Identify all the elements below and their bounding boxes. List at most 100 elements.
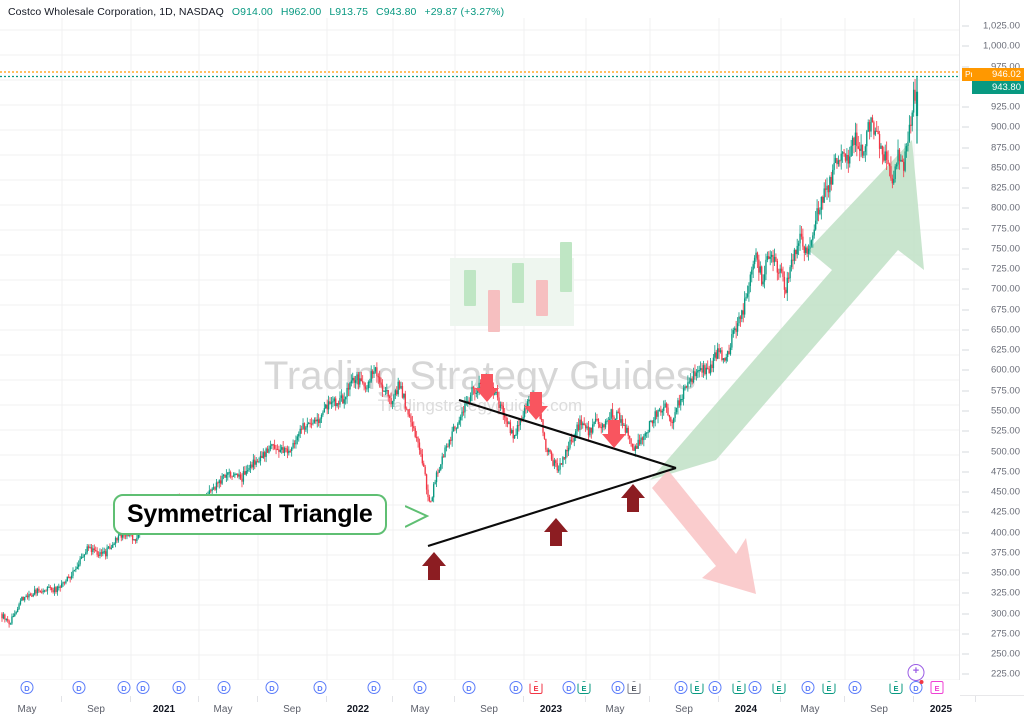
dividend-marker[interactable]: D [172,681,186,694]
time-axis-tick: May [605,704,625,715]
time-axis-separator [975,696,976,702]
dividend-marker[interactable]: D [674,681,688,694]
price-axis-tick: 550.00 [990,405,1020,417]
pattern-annotation-text: Symmetrical Triangle [127,500,373,528]
time-axis-separator [61,696,62,702]
price-axis-tick: 625.00 [990,344,1020,356]
price-axis-tick-dash [962,147,969,149]
dividend-marker[interactable]: D [217,681,231,694]
time-axis-separator [198,696,199,702]
price-axis-tick-dash [962,430,969,432]
symbol-title[interactable]: Costco Wholesale Corporation, 1D, NASDAQ [8,6,224,18]
time-axis-tick: Sep [675,704,693,715]
earnings-marker[interactable]: E [690,681,704,694]
dividend-marker[interactable]: D [909,680,924,694]
price-axis-tick-dash [962,268,969,270]
price-axis-tick: 925.00 [990,101,1020,113]
price-axis-tick-dash [962,288,969,290]
price-axis-tick-dash [962,228,969,230]
earnings-marker[interactable]: E [529,681,543,694]
time-axis-separator [523,696,524,702]
time-axis-separator [130,696,131,702]
price-axis[interactable]: 1,025.00 1,000.00 975.00 925.00 900.00 875.00… [959,0,1024,724]
dividend-marker[interactable]: D [117,681,131,694]
dividend-marker[interactable]: D [748,681,762,694]
time-axis-tick: 2024 [734,704,758,715]
time-axis-tick: May [800,704,820,715]
price-axis-tick-dash [962,126,969,128]
pattern-annotation-label[interactable]: Symmetrical Triangle [113,494,387,535]
dividend-marker[interactable]: D [708,681,722,694]
dividend-marker[interactable]: D [509,681,523,694]
time-axis-separator [454,696,455,702]
price-axis-tick: 1,000.00 [983,40,1020,52]
dividend-marker[interactable]: D [20,681,34,694]
price-axis-tick-dash [962,491,969,493]
price-axis-tick: 350.00 [990,567,1020,579]
dividend-marker[interactable]: D [462,681,476,694]
earnings-marker[interactable]: E [577,681,591,694]
price-axis-tick: 700.00 [990,283,1020,295]
dividend-marker[interactable]: D [72,681,86,694]
price-axis-tick-dash [962,532,969,534]
time-axis-separator [392,696,393,702]
price-axis-tick-dash [962,349,969,351]
price-axis-tick: 425.00 [990,506,1020,518]
add-indicator-button[interactable]: + [907,664,925,681]
ohlc-low: L913.75 [329,6,369,18]
dividend-marker[interactable]: D [801,681,815,694]
price-axis-tick: 1,025.00 [983,20,1020,32]
dividend-marker[interactable]: D [265,681,279,694]
price-axis-tick-dash [962,248,969,250]
price-axis-tick: 750.00 [990,243,1020,255]
dividend-marker[interactable]: D [136,681,150,694]
time-axis-separator [649,696,650,702]
price-axis-tick: 575.00 [990,385,1020,397]
earnings-marker[interactable]: E [627,681,641,694]
time-axis-separator [718,696,719,702]
price-axis-tick-dash [962,613,969,615]
price-axis-tick: 275.00 [990,628,1020,640]
price-axis-tick: 825.00 [990,182,1020,194]
time-axis-tick: May [17,704,37,715]
dividend-marker[interactable]: D [313,681,327,694]
price-axis-tick: 400.00 [990,527,1020,539]
time-axis-tick: 2022 [346,704,370,715]
time-axis[interactable]: May Sep 2021 May Sep 2022 May Sep 2023 May Sep 2024… [0,695,1024,724]
earnings-marker[interactable]: E [772,681,786,694]
chart-plot-area[interactable]: Trading Strategy Guides Tradingstrategyg… [0,18,960,680]
earnings-marker[interactable]: E [822,681,836,694]
price-axis-tick-dash [962,207,969,209]
time-axis-separator [780,696,781,702]
price-axis-tick: 325.00 [990,587,1020,599]
earnings-marker[interactable]: E [930,681,944,694]
price-axis-tick: 600.00 [990,364,1020,376]
price-axis-tick-dash [962,66,969,68]
price-axis-tick-dash [962,552,969,554]
time-axis-tick: 2025 [929,704,953,715]
dividend-marker[interactable]: D [413,681,427,694]
candlestick-series [1,77,919,628]
dividend-marker[interactable]: D [611,681,625,694]
price-axis-tick-dash [962,25,969,27]
price-axis-tick: 300.00 [990,608,1020,620]
price-axis-tick-dash [962,410,969,412]
dividend-marker[interactable]: D [367,681,381,694]
time-axis-tick: Sep [480,704,498,715]
price-axis-tick: 725.00 [990,263,1020,275]
price-axis-tick: 375.00 [990,547,1020,559]
earnings-marker[interactable]: E [889,681,903,694]
price-axis-tick: 775.00 [990,223,1020,235]
price-axis-tick-dash [962,572,969,574]
dividend-marker[interactable]: D [562,681,576,694]
dividend-marker[interactable]: D [848,681,862,694]
price-axis-tick-dash [962,106,969,108]
time-axis-separator [913,696,914,702]
ohlc-open: O914.00 [231,6,273,18]
premarket-price-badge: 946.02 [972,68,1024,81]
earnings-marker[interactable]: E [732,681,746,694]
time-axis-tick: May [213,704,233,715]
price-axis-tick-dash [962,673,969,675]
time-axis-tick: 2023 [539,704,563,715]
